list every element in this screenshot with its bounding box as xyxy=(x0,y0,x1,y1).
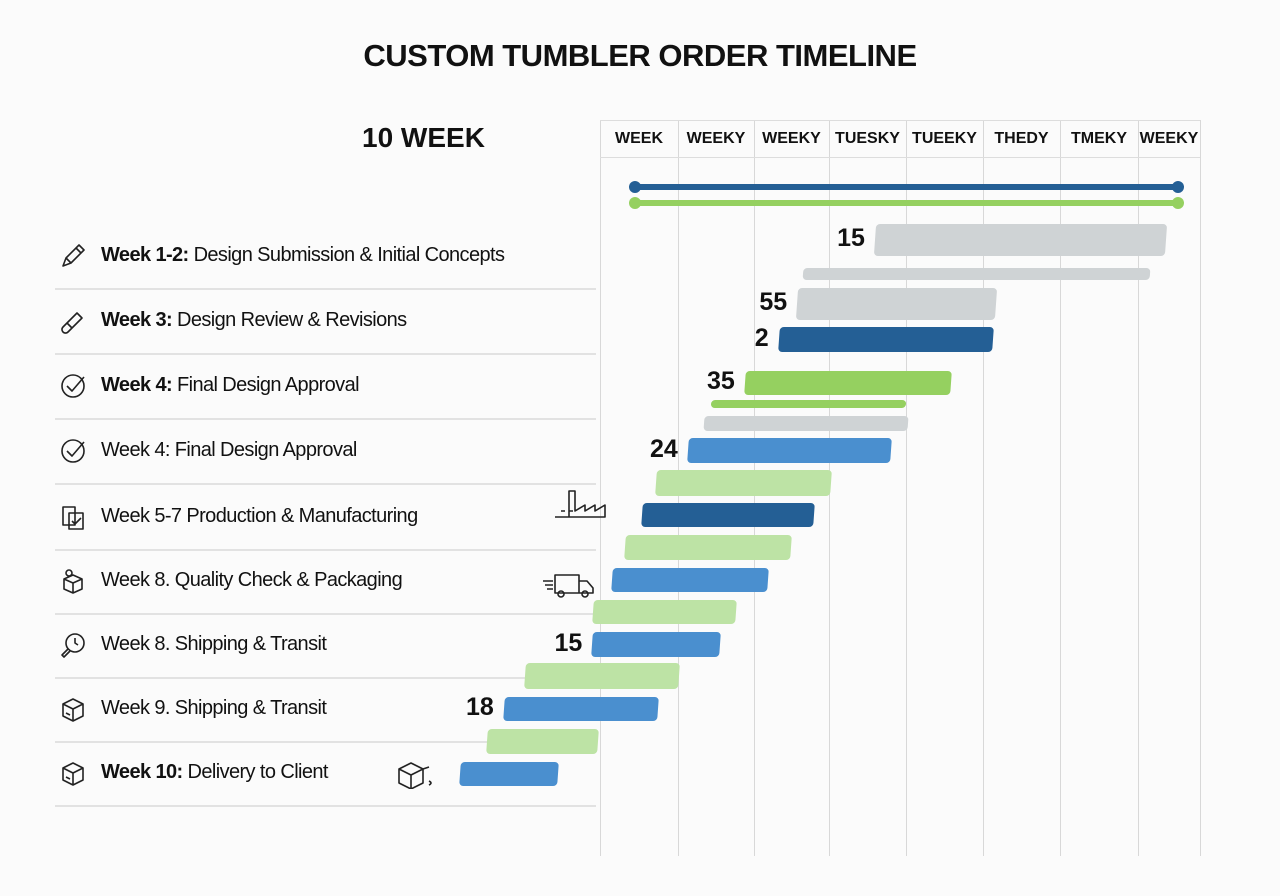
grid-line xyxy=(1060,120,1061,856)
gantt-bar xyxy=(655,470,832,496)
gantt-bar xyxy=(703,416,909,431)
grid-line xyxy=(1200,120,1201,856)
clock-search-icon xyxy=(59,631,87,659)
task-label: Week 9. Shipping & Transit xyxy=(101,697,327,720)
grid-line xyxy=(600,120,601,856)
bar-value-label: 24 xyxy=(649,434,678,463)
column-header: TUEEKY xyxy=(906,120,983,158)
task-row[interactable]: Week 8. Quality Check & Packaging xyxy=(55,549,596,615)
task-week: Week 1-2: xyxy=(101,244,189,266)
column-header: THEDY xyxy=(983,120,1060,158)
gantt-bar xyxy=(623,535,792,560)
task-row[interactable]: Week 10: Delivery to Client xyxy=(55,741,596,807)
task-row[interactable]: Week 9. Shipping & Transit xyxy=(55,677,596,743)
task-name: Week 8. Shipping & Transit xyxy=(101,633,327,655)
gantt-bar xyxy=(873,224,1168,256)
check-circle-icon xyxy=(59,372,87,400)
factory-icon xyxy=(553,487,609,526)
box-icon xyxy=(59,759,87,787)
grid-line xyxy=(1138,120,1139,856)
column-header: WEEKY xyxy=(678,120,754,158)
task-row[interactable]: Week 4: Final Design Approval xyxy=(55,354,596,420)
grid-line xyxy=(906,120,907,856)
column-header: TUESKY xyxy=(829,120,906,158)
task-label: Week 5-7 Production & Manufacturing xyxy=(101,505,418,528)
bar-value-label: 15 xyxy=(837,224,865,252)
task-row[interactable]: Week 3: Design Review & Revisions xyxy=(55,289,596,355)
chart-title: CUSTOM TUMBLER ORDER TIMELINE xyxy=(363,38,917,73)
task-name: Design Submission & Initial Concepts xyxy=(188,244,505,266)
gantt-bar xyxy=(795,288,997,320)
bar-value-label: 55 xyxy=(759,288,788,316)
timeline-line xyxy=(634,200,1178,206)
package-person-icon xyxy=(59,567,87,595)
task-name: Week 8. Quality Check & Packaging xyxy=(101,569,403,591)
timeline-endpoint xyxy=(1171,181,1184,193)
eraser-pencil-icon xyxy=(59,307,87,335)
task-label: Week 8. Shipping & Transit xyxy=(101,633,327,656)
bar-value-label: 15 xyxy=(554,628,583,657)
bar-value-label: 35 xyxy=(706,367,735,395)
gantt-bar xyxy=(592,600,738,624)
timeline-endpoint xyxy=(1171,197,1184,209)
column-header: TMEKY xyxy=(1060,120,1138,158)
task-row[interactable]: Week 4: Final Design Approval xyxy=(55,419,596,485)
grid-line xyxy=(983,120,984,856)
gantt-bar xyxy=(777,327,994,352)
gantt-bar xyxy=(802,268,1151,280)
task-label: Week 8. Quality Check & Packaging xyxy=(101,569,403,592)
task-name: Week 4: Final Design Approval xyxy=(101,439,357,461)
task-name: Delivery to Client xyxy=(182,761,329,783)
column-header: WEEKY xyxy=(754,120,829,158)
task-label: Week 4: Final Design Approval xyxy=(101,374,360,397)
task-name: Week 9. Shipping & Transit xyxy=(101,697,327,719)
column-header: WEEKY xyxy=(1138,120,1200,158)
task-week: Week 4: xyxy=(101,374,173,396)
task-label: Week 4: Final Design Approval xyxy=(101,439,357,462)
task-week: Week 3: xyxy=(101,309,173,331)
open-box-icon xyxy=(393,755,449,794)
task-row[interactable]: Week 8. Shipping & Transit xyxy=(55,613,596,679)
check-circle-icon xyxy=(59,437,87,465)
document-check-icon xyxy=(59,503,87,531)
task-row[interactable]: Week 5-7 Production & Manufacturing xyxy=(55,485,606,551)
timeline-endpoint xyxy=(628,197,641,209)
timeline-endpoint xyxy=(628,181,641,193)
gantt-bar xyxy=(524,663,681,689)
column-header: WEEK xyxy=(600,120,678,158)
task-name: Final Design Approval xyxy=(172,374,360,396)
delivery-truck-icon xyxy=(541,565,597,604)
task-week: Week 10: xyxy=(101,761,183,783)
task-label: Week 1-2: Design Submission & Initial Co… xyxy=(101,244,505,267)
task-name: Design Review & Revisions xyxy=(172,309,407,331)
gantt-bar xyxy=(743,371,952,395)
gantt-bar xyxy=(641,503,816,527)
gantt-bar xyxy=(591,632,721,657)
task-name: Week 5-7 Production & Manufacturing xyxy=(101,505,418,527)
gantt-bar xyxy=(611,568,769,592)
bar-value-label: 2 xyxy=(754,323,769,352)
gantt-bar xyxy=(459,762,559,786)
gantt-bar xyxy=(710,400,906,408)
gantt-bar xyxy=(502,697,659,721)
gantt-bar xyxy=(485,729,599,754)
task-label: Week 10: Delivery to Client xyxy=(101,761,328,784)
box-icon xyxy=(59,695,87,723)
task-label: Week 3: Design Review & Revisions xyxy=(101,309,407,332)
pencil-icon xyxy=(59,242,87,270)
timeline-line xyxy=(634,184,1178,190)
gantt-bar xyxy=(686,438,892,463)
header-top-border xyxy=(600,120,1200,121)
duration-label: 10 WEEK xyxy=(362,122,485,153)
bar-value-label: 18 xyxy=(465,693,494,721)
task-row[interactable]: Week 1-2: Design Submission & Initial Co… xyxy=(55,224,596,290)
